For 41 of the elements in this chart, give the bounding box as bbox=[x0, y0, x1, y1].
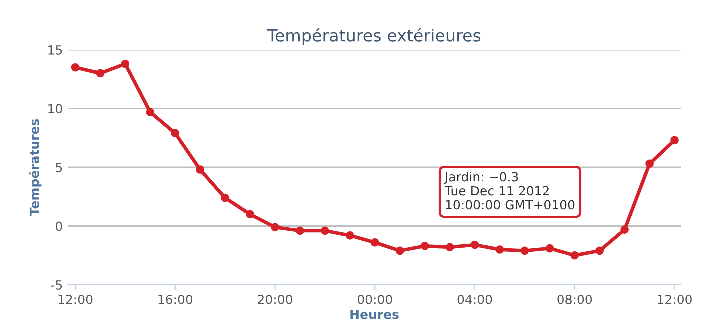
y-axis-title: Températures bbox=[29, 119, 42, 216]
y-tick-label: 5 bbox=[56, 163, 62, 172]
point bbox=[596, 246, 604, 256]
point bbox=[470, 240, 480, 250]
point bbox=[271, 223, 280, 232]
x-tick-label: 12:00 bbox=[658, 294, 692, 304]
point bbox=[196, 166, 205, 174]
y-tick-label: -5 bbox=[51, 280, 62, 290]
point bbox=[420, 242, 430, 250]
point bbox=[246, 210, 254, 219]
y-tick-label: 10 bbox=[48, 104, 62, 114]
point bbox=[171, 129, 180, 138]
point bbox=[570, 251, 580, 260]
chart-title: Températures extérieures bbox=[268, 28, 481, 46]
point bbox=[146, 108, 155, 116]
point bbox=[71, 63, 80, 72]
point bbox=[296, 226, 304, 236]
x-tick-label: 08:00 bbox=[558, 294, 592, 304]
point bbox=[396, 246, 404, 256]
x-tick-label: 20:00 bbox=[258, 294, 292, 304]
point bbox=[221, 194, 230, 202]
point bbox=[96, 69, 105, 78]
y-tick-label: 0 bbox=[56, 222, 62, 232]
point bbox=[346, 231, 354, 240]
annotation: Jardin: −0.3 Tue Dec 11 2012 10:00:00 GMT+0100 bbox=[444, 172, 575, 210]
x-tick-label: 00:00 bbox=[358, 294, 392, 304]
x-tick-label: 12:00 bbox=[58, 294, 93, 304]
point bbox=[646, 160, 654, 168]
x-tick-label: 04:00 bbox=[458, 294, 492, 304]
point bbox=[496, 246, 504, 254]
point bbox=[620, 226, 629, 234]
point bbox=[370, 238, 380, 247]
y-tick-label: 15 bbox=[48, 46, 62, 55]
point bbox=[121, 60, 130, 68]
point bbox=[321, 226, 330, 236]
x-axis-title: Heures bbox=[350, 310, 399, 320]
point bbox=[546, 244, 554, 253]
x-tick-label: 16:00 bbox=[158, 294, 193, 304]
point bbox=[520, 246, 530, 256]
point bbox=[670, 136, 679, 145]
point bbox=[446, 243, 454, 252]
